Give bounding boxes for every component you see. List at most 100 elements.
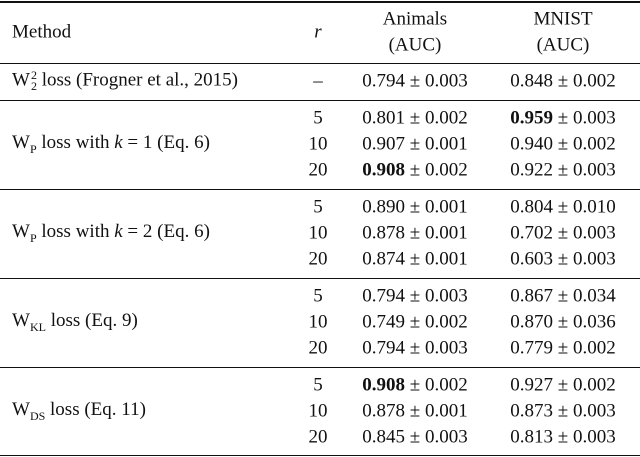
method-text: W (12, 221, 30, 243)
subscript: P (29, 230, 37, 245)
r-value: 20 (308, 426, 328, 448)
uncertainty: ± 0.002 (405, 311, 468, 333)
value: 0.908 (362, 159, 406, 181)
method-text: W (12, 69, 30, 91)
r-cell: 5 (313, 376, 323, 395)
uncertainty: ± 0.001 (405, 400, 468, 422)
value: 0.873 (510, 400, 554, 422)
value-cell: 0.959 ± 0.003 (510, 109, 615, 128)
method-text: W (12, 310, 30, 332)
uncertainty: ± 0.003 (405, 70, 468, 92)
r-value: 5 (313, 285, 323, 307)
subscript: P (29, 141, 37, 156)
value: 0.940 (510, 133, 554, 155)
uncertainty: ± 0.002 (553, 70, 616, 92)
method-cell: WDS loss (Eq. 11) (12, 400, 146, 422)
method-text: loss (Frogner et al., 2015) (36, 69, 238, 91)
value: 0.890 (362, 196, 406, 218)
value-cell: 0.940 ± 0.002 (510, 135, 615, 154)
value-cell: 0.873 ± 0.003 (510, 402, 615, 421)
r-value: – (313, 70, 323, 92)
value-cell: 0.779 ± 0.002 (510, 339, 615, 358)
uncertainty: ± 0.001 (405, 248, 468, 270)
value: 0.922 (510, 159, 554, 181)
value: 0.927 (510, 374, 554, 396)
method-text: loss (Eq. 11) (45, 399, 146, 421)
r-value: 10 (308, 311, 328, 333)
value: 0.959 (510, 107, 554, 129)
value-cell: 0.907 ± 0.001 (362, 135, 467, 154)
r-cell: 10 (309, 135, 328, 154)
uncertainty: ± 0.010 (553, 196, 616, 218)
value-cell: 0.794 ± 0.003 (362, 339, 467, 358)
value-cell: 0.813 ± 0.003 (510, 428, 615, 447)
uncertainty: ± 0.003 (553, 248, 616, 270)
r-cell: 10 (309, 313, 328, 332)
value: 0.779 (510, 337, 554, 359)
uncertainty: ± 0.001 (405, 222, 468, 244)
value-cell: 0.794 ± 0.003 (362, 72, 467, 91)
superscript: 2 (30, 68, 37, 82)
group-rule (0, 278, 640, 279)
r-cell: 20 (309, 339, 328, 358)
method-text: = 2 (Eq. 6) (122, 221, 210, 243)
r-value: 10 (308, 222, 328, 244)
r-cell: 20 (309, 161, 328, 180)
header-cell: (AUC) (389, 36, 442, 55)
value: 0.801 (362, 107, 406, 129)
value-cell: 0.870 ± 0.036 (510, 313, 615, 332)
bottom-rule (0, 454, 640, 456)
uncertainty: ± 0.003 (553, 222, 616, 244)
uncertainty: ± 0.001 (405, 196, 468, 218)
value-cell: 0.908 ± 0.002 (362, 376, 467, 395)
value-cell: 0.927 ± 0.002 (510, 376, 615, 395)
value: 0.794 (362, 285, 406, 307)
header-cell: MNIST (533, 10, 592, 29)
header-animals: Animals (382, 8, 448, 30)
value: 0.878 (362, 400, 406, 422)
value: 0.804 (510, 196, 554, 218)
method-math: k (114, 221, 123, 243)
uncertainty: ± 0.003 (553, 107, 616, 129)
value-cell: 0.702 ± 0.003 (510, 224, 615, 243)
uncertainty: ± 0.003 (553, 159, 616, 181)
value: 0.878 (362, 222, 406, 244)
uncertainty: ± 0.036 (553, 311, 616, 333)
uncertainty: ± 0.002 (405, 374, 468, 396)
value: 0.848 (510, 70, 554, 92)
value-cell: 0.878 ± 0.001 (362, 402, 467, 421)
method-text: W (12, 132, 30, 154)
value: 0.874 (362, 248, 406, 270)
top-rule (0, 1, 640, 3)
r-cell: 5 (313, 287, 323, 306)
uncertainty: ± 0.002 (553, 337, 616, 359)
method-cell: WKL loss (Eq. 9) (12, 311, 138, 333)
method-text: W (12, 399, 30, 421)
method-math: k (114, 132, 123, 154)
value-cell: 0.922 ± 0.003 (510, 161, 615, 180)
r-cell: – (313, 72, 323, 91)
subscript: KL (29, 319, 46, 334)
uncertainty: ± 0.002 (405, 107, 468, 129)
r-value: 20 (308, 159, 328, 181)
method-text: loss with (36, 132, 115, 154)
header-animals: (AUC) (388, 34, 442, 56)
value-cell: 0.749 ± 0.002 (362, 313, 467, 332)
value-cell: 0.794 ± 0.003 (362, 287, 467, 306)
r-cell: 10 (309, 402, 328, 421)
r-value: 20 (308, 337, 328, 359)
value-cell: 0.603 ± 0.003 (510, 250, 615, 269)
value: 0.702 (510, 222, 554, 244)
value: 0.908 (362, 374, 406, 396)
method-text: = 1 (Eq. 6) (122, 132, 210, 154)
uncertainty: ± 0.034 (553, 285, 616, 307)
value: 0.603 (510, 248, 554, 270)
method-cell: WP loss with k = 2 (Eq. 6) (12, 222, 210, 244)
value: 0.794 (362, 70, 406, 92)
uncertainty: ± 0.003 (405, 426, 468, 448)
header-method: Method (12, 21, 72, 43)
uncertainty: ± 0.002 (405, 159, 468, 181)
uncertainty: ± 0.003 (553, 426, 616, 448)
